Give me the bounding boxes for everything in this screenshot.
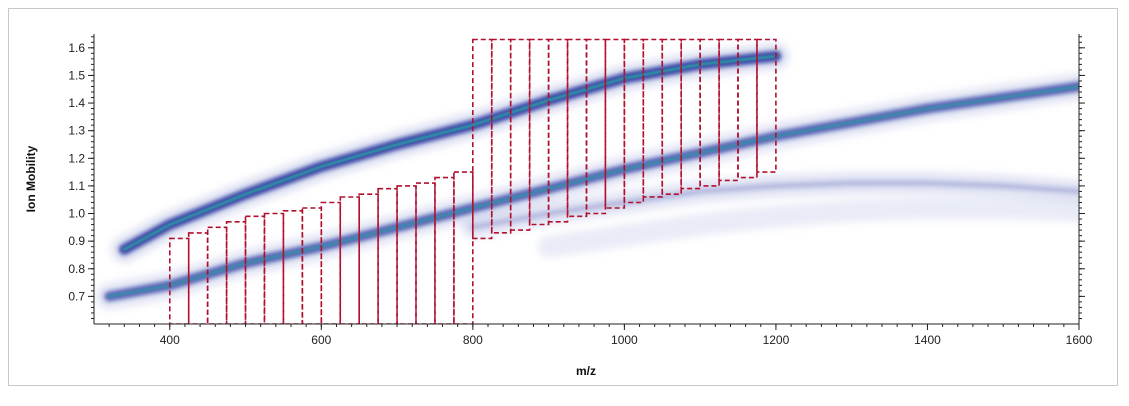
y-tick-label: 1.6 xyxy=(68,41,85,55)
isolation-window-8 xyxy=(301,207,323,324)
isolation-window-11 xyxy=(358,193,379,324)
y-axis-label: Ion Mobility xyxy=(24,145,38,212)
intensity-bands xyxy=(96,43,1079,310)
isolation-window-25 xyxy=(623,38,645,204)
isolation-window-9 xyxy=(320,201,341,324)
y-tick-label: 1.1 xyxy=(68,179,85,193)
chart-panel: 400 600 800 1000 1200 1400 1600 0.7 0.8 0.9 1.0 1.1… xyxy=(8,8,1118,386)
x-tick-label: 800 xyxy=(463,333,483,347)
y-tick-label: 0.9 xyxy=(68,234,85,248)
y-tick-label: 0.7 xyxy=(68,289,85,303)
axes: 400 600 800 1000 1200 1400 1600 0.7 0.8 0.9 1.0 1.1… xyxy=(68,34,1093,347)
x-tick-label: 1200 xyxy=(763,333,790,347)
isolation-window-32 xyxy=(756,38,777,173)
ion-mobility-heatmap: 400 600 800 1000 1200 1400 1600 0.7 0.8 0.9 1.0 1.1… xyxy=(24,34,1093,378)
x-tick-label: 1400 xyxy=(914,333,941,347)
isolation-window-14 xyxy=(415,182,436,324)
isolation-window-29 xyxy=(699,38,720,187)
isolation-window-17 xyxy=(471,38,493,240)
x-axis-label: m/z xyxy=(576,364,596,378)
y-tick-label: 1.4 xyxy=(68,96,85,110)
isolation-window-13 xyxy=(396,185,417,324)
isolation-window-28 xyxy=(680,38,701,190)
x-tick-label: 1600 xyxy=(1066,333,1093,347)
y-tick-label: 0.8 xyxy=(68,262,85,276)
isolation-window-31 xyxy=(737,38,758,179)
isolation-window-10 xyxy=(339,196,360,324)
x-tick-label: 400 xyxy=(160,333,180,347)
isolation-windows xyxy=(169,38,777,324)
x-tick-label: 1000 xyxy=(611,333,638,347)
x-tick-label: 600 xyxy=(311,333,331,347)
isolation-window-20 xyxy=(528,38,550,226)
y-tick-label: 1.3 xyxy=(68,124,85,138)
isolation-window-6 xyxy=(263,212,285,324)
intensity-band-3 xyxy=(470,180,1079,230)
isolation-window-24 xyxy=(604,38,626,209)
y-tick-label: 1.2 xyxy=(68,151,85,165)
y-tick-label: 1.0 xyxy=(68,207,85,221)
isolation-window-21 xyxy=(547,38,569,223)
intensity-band-4 xyxy=(537,197,1079,258)
isolation-window-4 xyxy=(225,221,247,324)
y-tick-label: 1.5 xyxy=(68,68,85,82)
isolation-window-16 xyxy=(453,171,474,324)
isolation-window-23 xyxy=(585,38,607,215)
isolation-window-15 xyxy=(434,176,455,324)
intensity-band-2 xyxy=(107,85,1079,298)
isolation-window-12 xyxy=(377,187,398,324)
